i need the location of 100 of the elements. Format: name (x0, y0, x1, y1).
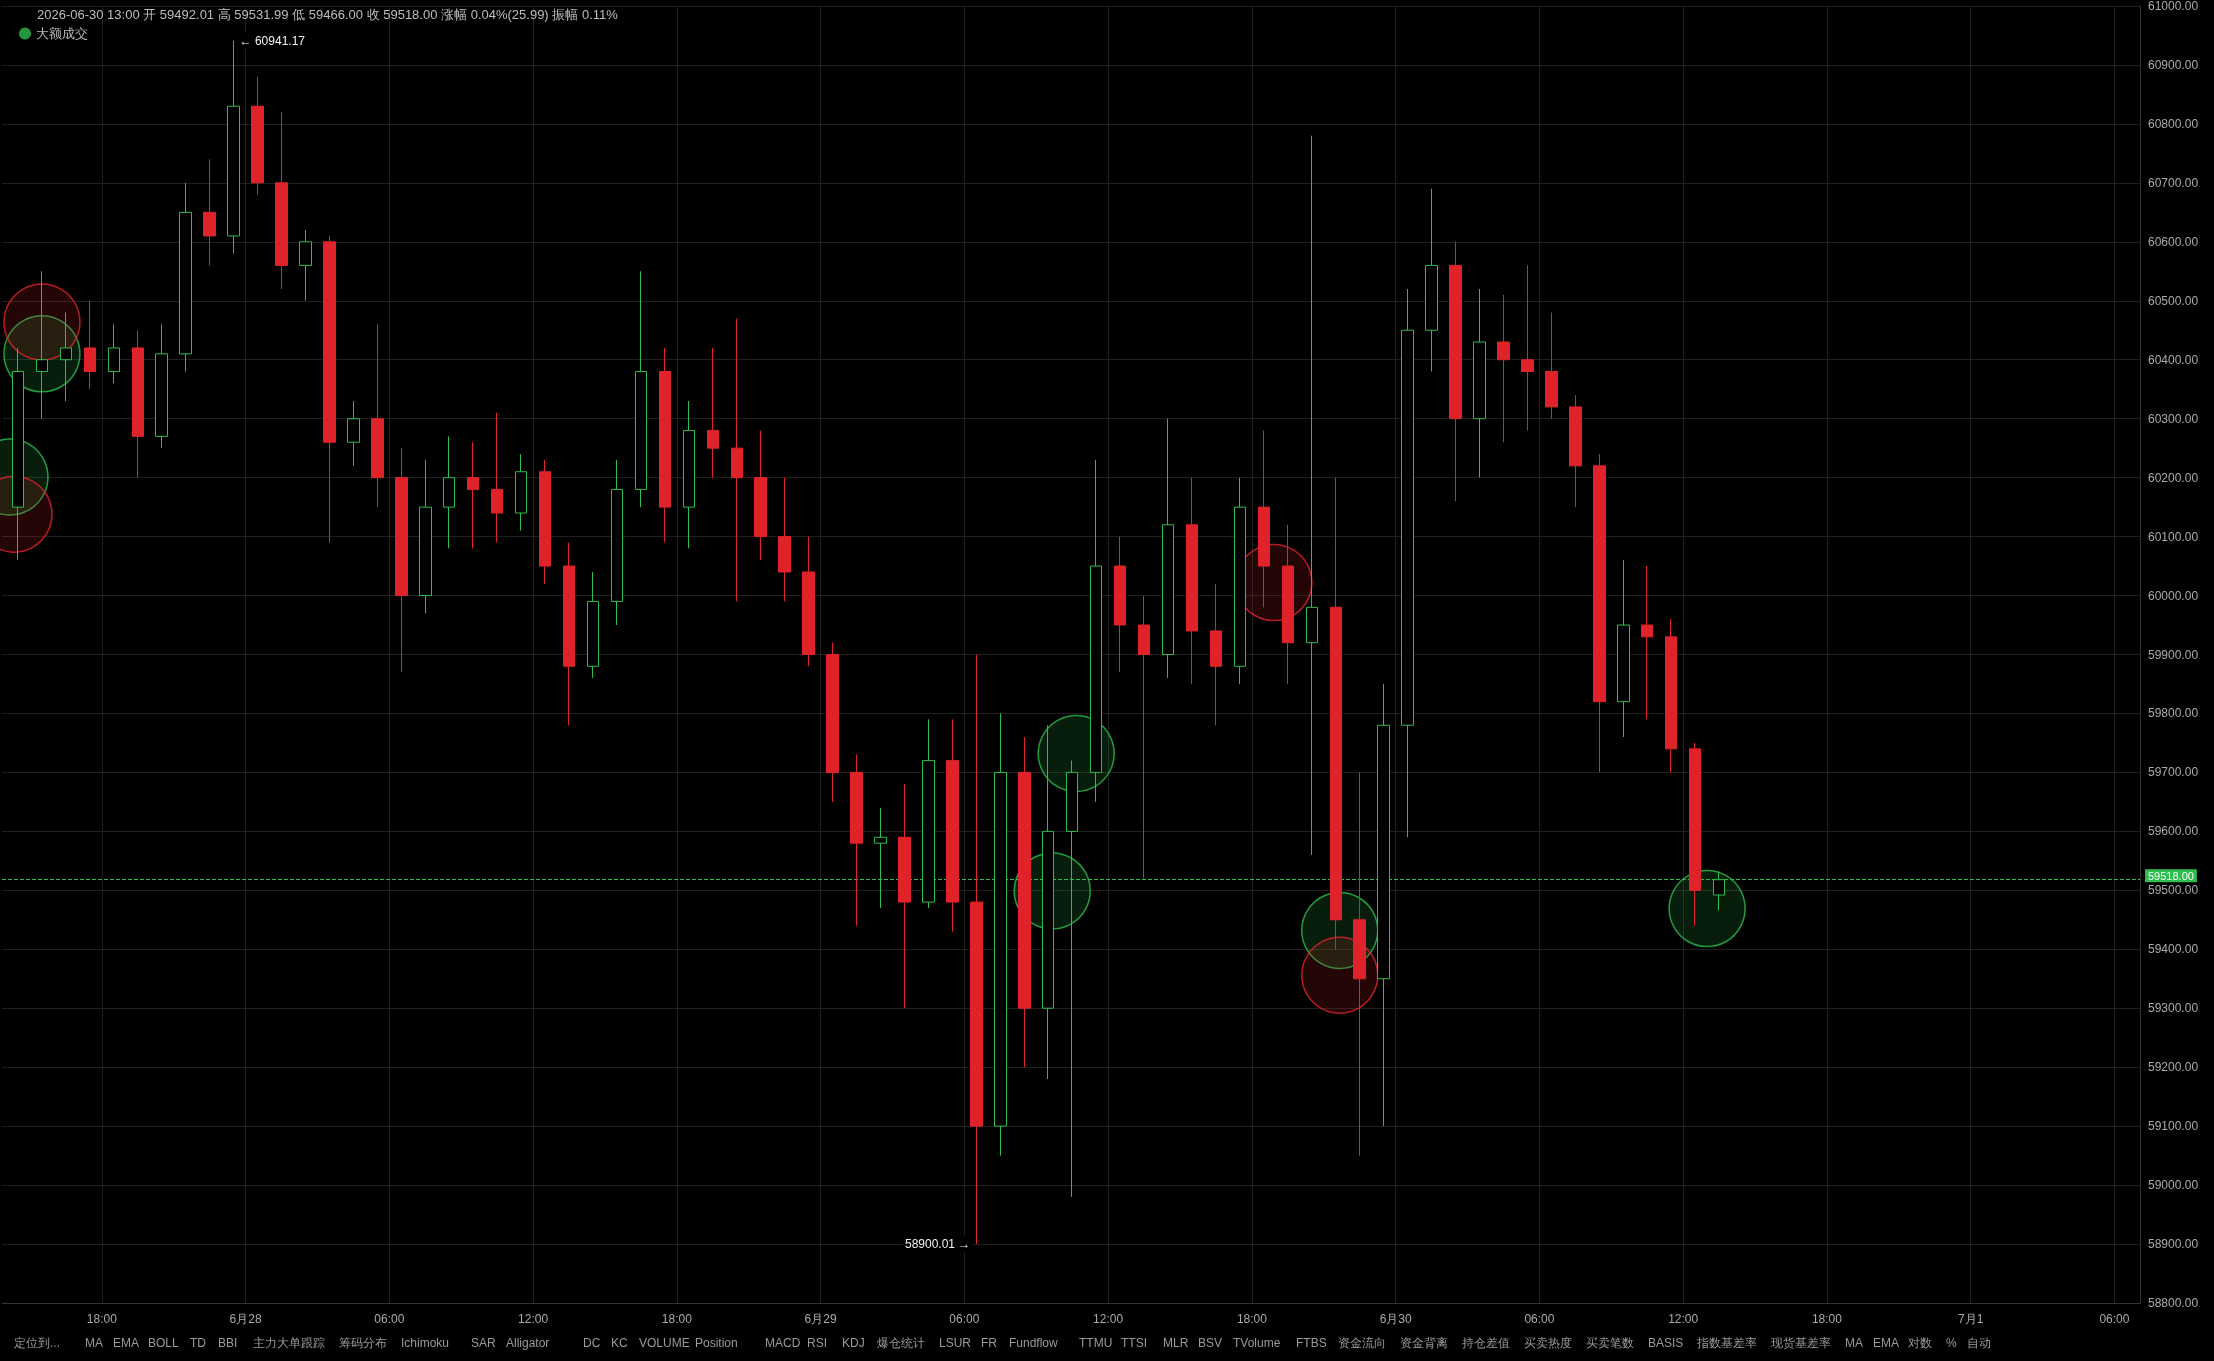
text: RSI (807, 1336, 828, 1350)
candlestick (1569, 394, 1582, 508)
x-tick-label: 12:00 (1668, 1312, 1699, 1326)
y-tick-label: 59900.00 (2148, 647, 2199, 662)
text: 持仓差值 (1462, 1336, 1510, 1350)
text: MLR (1163, 1336, 1189, 1350)
candlestick (1138, 595, 1150, 880)
candlestick (491, 412, 503, 543)
x-tick-label: 06:00 (374, 1312, 405, 1326)
text: TVolume (1233, 1336, 1281, 1350)
candlestick (299, 229, 312, 302)
x-tick-label: 18:00 (661, 1312, 693, 1326)
text: BOLL (148, 1336, 180, 1350)
ref-line-label: 59518.00 (2148, 869, 2194, 882)
x-tick-label: 6月29 (804, 1312, 837, 1326)
candlestick (179, 182, 192, 373)
candlestick (850, 754, 863, 927)
y-tick-label: 58900.00 (2148, 1237, 2199, 1252)
candlestick (1330, 477, 1342, 950)
candlestick (898, 783, 911, 1009)
y-tick-label: 59000.00 (2148, 1178, 2199, 1193)
candlestick (108, 323, 120, 384)
text: MA (1845, 1336, 1863, 1350)
x-tick-label: 18:00 (86, 1312, 118, 1326)
candlestick (275, 111, 288, 290)
text: FTBS (1296, 1336, 1327, 1350)
text: KC (611, 1336, 628, 1350)
x-tick-label: 18:00 (1811, 1312, 1843, 1326)
candlestick (826, 642, 839, 803)
text: 自动 (1967, 1336, 1991, 1350)
y-tick-label: 59300.00 (2148, 1001, 2199, 1016)
candlestick (1521, 264, 1534, 431)
chart-title: 2026-06-30 13:00 开 59492.01 高 59531.99 低 59466.00 收 59518.00 涨幅 0.04%(25.99) 振幅 0.11% (37, 7, 619, 22)
candlestick (1689, 742, 1701, 927)
candlestick (132, 329, 144, 479)
candlestick (1617, 559, 1630, 738)
text: 现货基差率 (1771, 1336, 1831, 1350)
y-tick-label: 61000.00 (2148, 0, 2199, 13)
text: TD (190, 1336, 207, 1350)
candlestick (515, 453, 527, 532)
text: Alligator (506, 1336, 550, 1350)
text: Position (695, 1336, 738, 1350)
y-tick-label: 60300.00 (2148, 411, 2199, 426)
candlestick (371, 323, 384, 508)
y-tick-label: 60600.00 (2148, 234, 2199, 249)
x-tick-label: 6月28 (229, 1312, 262, 1326)
candlestick (1353, 771, 1366, 1157)
candlestick (1425, 188, 1438, 373)
candlestick (1186, 477, 1198, 685)
text: BBI (218, 1336, 238, 1350)
candlestick (1210, 583, 1222, 726)
text: LSUR (939, 1336, 972, 1350)
y-tick-label: 60500.00 (2148, 293, 2199, 308)
text: EMA (113, 1336, 140, 1350)
candlestick (683, 400, 695, 549)
text: FR (981, 1336, 998, 1350)
text: % (1946, 1336, 1957, 1350)
x-tick-label: 12:00 (1093, 1312, 1124, 1326)
text: EMA (1873, 1336, 1900, 1350)
candlestick (84, 300, 96, 390)
x-tick-label: 06:00 (1524, 1312, 1555, 1326)
candlestick (1114, 536, 1126, 673)
candlestick (227, 40, 240, 255)
y-tick-label: 59200.00 (2148, 1060, 2199, 1075)
legend-label: 大额成交 (36, 26, 88, 41)
candlestick (395, 447, 408, 673)
y-tick-label: 60900.00 (2148, 57, 2199, 72)
candlestick (419, 459, 432, 614)
text: Ichimoku (401, 1336, 450, 1350)
candlestick (754, 429, 767, 561)
candlestick (946, 718, 959, 933)
candlestick (587, 571, 599, 679)
candlestick (731, 317, 743, 602)
x-tick-label: 18:00 (1236, 1312, 1268, 1326)
candlestick (539, 459, 551, 585)
text: TTSI (1121, 1336, 1147, 1350)
y-tick-label: 60800.00 (2148, 116, 2199, 131)
point (3, 283, 81, 361)
text: DC (583, 1336, 601, 1350)
candlestick (707, 347, 719, 479)
text: MA (85, 1336, 103, 1350)
y-tick-label: 60000.00 (2148, 588, 2199, 603)
candlestick (802, 536, 815, 667)
candlestick (1449, 241, 1462, 502)
candlestick (1018, 736, 1031, 1068)
candlestick (970, 654, 983, 1245)
y-tick-label: 60400.00 (2148, 352, 2199, 367)
candlestick (1162, 418, 1174, 679)
text: 买卖热度 (1524, 1336, 1572, 1350)
text: 对数 (1908, 1336, 1932, 1350)
candlestick (12, 347, 24, 561)
x-tick-label: 6月30 (1379, 1312, 1412, 1326)
y-tick-label: 60200.00 (2148, 470, 2199, 485)
y-tick-label: 59800.00 (2148, 706, 2199, 721)
x-tick-label: 12:00 (518, 1312, 549, 1326)
text: BASIS (1648, 1336, 1684, 1350)
candlestick (1473, 288, 1486, 479)
candlestick (323, 235, 336, 543)
text: KDJ (842, 1336, 865, 1350)
candlestick (1593, 453, 1606, 773)
